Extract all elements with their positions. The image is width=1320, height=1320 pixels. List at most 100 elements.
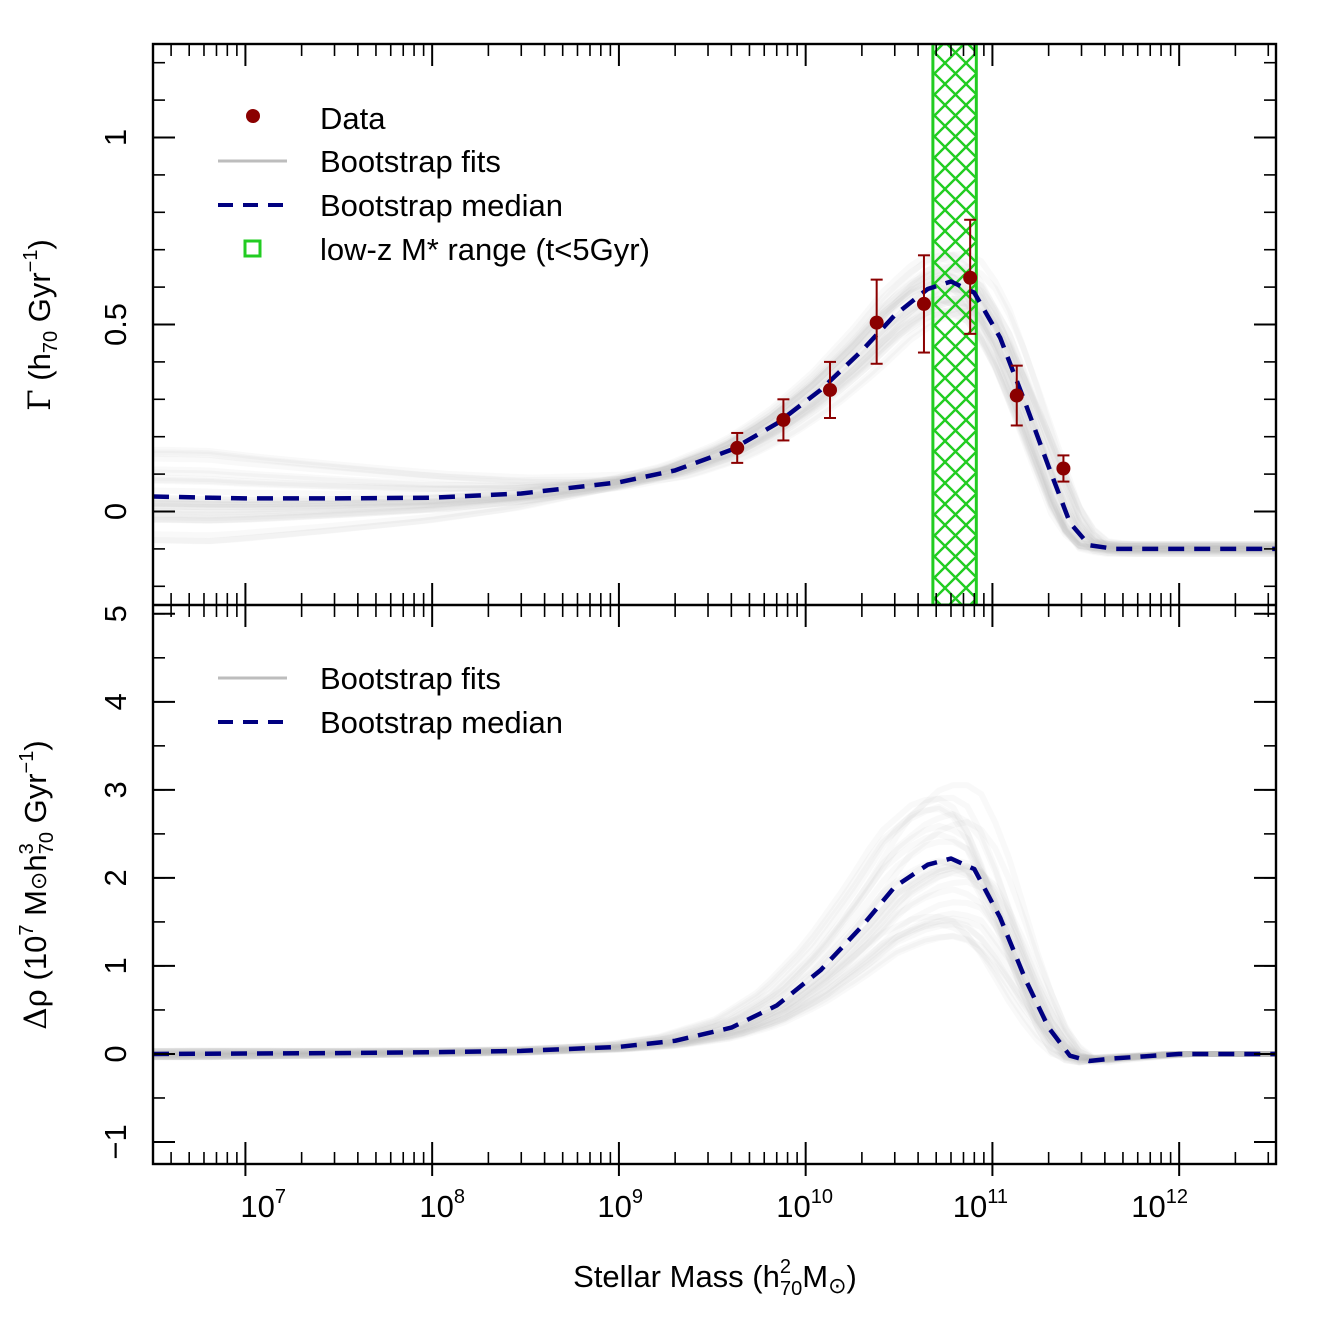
x-tick-exp: 9 bbox=[632, 1186, 643, 1208]
bootstrap-fit-line bbox=[153, 279, 1276, 552]
ylabel-part: Gyr bbox=[18, 773, 53, 832]
legend-range-box bbox=[243, 239, 262, 258]
bootstrap-fit-line bbox=[153, 250, 1276, 557]
bootstrap-fit-line bbox=[153, 298, 1276, 549]
top-legend: Data Bootstrap fits Bootstrap median low… bbox=[218, 101, 650, 267]
legend-fits-label: Bootstrap fits bbox=[320, 661, 501, 696]
ylabel-sup: 7 bbox=[16, 925, 38, 936]
bootstrap-fit-line bbox=[153, 306, 1276, 548]
bootstrap-fit-line bbox=[153, 282, 1276, 552]
top-y-axis-label: Γ (h70 Gyr−1) bbox=[20, 239, 62, 411]
bootstrap-fit-line bbox=[153, 921, 1276, 1062]
xlabel-sub: 70 bbox=[780, 1278, 802, 1300]
bottom-y-axis-label: Δρ (107 M⊙h370 Gyr−1) bbox=[16, 740, 58, 1029]
x-tick-exp: 12 bbox=[1166, 1186, 1188, 1208]
xlabel-sup: 2 bbox=[780, 1256, 791, 1278]
bootstrap-fit-line bbox=[153, 305, 1276, 548]
bootstrap-fit-line bbox=[153, 878, 1276, 1063]
y-tick-label: 0.5 bbox=[98, 303, 133, 346]
bottom-panel: −1 0 1 2 3 4 5 Bootstrap fits Bootstrap median… bbox=[16, 605, 1276, 1160]
top-bootstrap-fits bbox=[153, 248, 1276, 557]
data-point bbox=[823, 382, 838, 397]
bootstrap-median-line bbox=[153, 856, 1276, 1064]
top-mstar-range bbox=[931, 44, 978, 605]
bottom-legend: Bootstrap fits Bootstrap median bbox=[218, 661, 563, 740]
ylabel-part: ) bbox=[22, 239, 57, 249]
top-data-points bbox=[730, 218, 1071, 483]
y-tick-label: 3 bbox=[98, 781, 133, 798]
data-point bbox=[869, 315, 884, 330]
top-bootstrap-median bbox=[153, 279, 1276, 552]
x-tick-label: 109 bbox=[597, 1186, 643, 1224]
ylabel-sub: 70 bbox=[36, 832, 58, 854]
bootstrap-fit-line bbox=[153, 856, 1276, 1064]
ylabel-part: ) bbox=[18, 740, 53, 750]
bootstrap-fit-line bbox=[153, 886, 1276, 1063]
bootstrap-fit-line bbox=[153, 263, 1276, 555]
xlabel-part: ) bbox=[847, 1259, 857, 1294]
xlabel-part: M bbox=[802, 1259, 828, 1294]
ylabel-sup: −1 bbox=[16, 751, 38, 774]
x-tick-label: 1012 bbox=[1131, 1186, 1188, 1224]
legend-data-label: Data bbox=[320, 101, 386, 136]
bootstrap-fit-line bbox=[153, 794, 1276, 1066]
bottom-bootstrap-median bbox=[153, 856, 1276, 1064]
x-tick-exp: 8 bbox=[454, 1186, 465, 1208]
ylabel-part: h bbox=[18, 854, 53, 871]
mstar-range-band bbox=[931, 44, 978, 605]
bootstrap-fit-line bbox=[153, 269, 1276, 554]
top-y-axis: 00.51 bbox=[98, 61, 1276, 588]
data-point bbox=[776, 412, 791, 427]
legend-data-marker bbox=[246, 109, 260, 123]
x-axis bbox=[170, 44, 1270, 1176]
bootstrap-fit-line bbox=[153, 275, 1276, 553]
bootstrap-fit-line bbox=[153, 281, 1276, 552]
bootstrap-median-line bbox=[153, 279, 1276, 552]
legend-median-label: Bootstrap median bbox=[320, 705, 563, 740]
y-tick-label: 5 bbox=[98, 605, 133, 622]
data-point bbox=[730, 440, 745, 455]
bootstrap-fit-line bbox=[153, 295, 1276, 550]
data-point bbox=[1009, 388, 1024, 403]
ylabel-part: (10 bbox=[18, 936, 53, 989]
x-tick-label: 107 bbox=[240, 1186, 286, 1224]
y-tick-label: 0 bbox=[98, 503, 133, 520]
xlabel-part: Stellar Mass (h bbox=[573, 1259, 780, 1294]
bottom-bootstrap-fits bbox=[153, 782, 1276, 1066]
y-tick-label: 1 bbox=[98, 957, 133, 974]
x-tick-exp: 11 bbox=[987, 1186, 1008, 1208]
x-tick-base: 10 bbox=[953, 1189, 987, 1224]
data-point bbox=[963, 270, 978, 285]
bootstrap-fit-line bbox=[153, 285, 1276, 551]
bootstrap-fit-line bbox=[153, 283, 1276, 552]
bootstrap-fit-line bbox=[153, 251, 1276, 557]
ylabel-part: (h bbox=[22, 353, 57, 389]
bootstrap-fit-line bbox=[153, 267, 1276, 554]
bootstrap-fit-line bbox=[153, 274, 1276, 553]
ylabel-gamma: Γ bbox=[22, 389, 58, 411]
top-panel: 00.51 Data Bootstrap fits Bootstrap medi… bbox=[20, 44, 1276, 605]
x-tick-exp: 7 bbox=[275, 1186, 286, 1208]
bootstrap-fit-line bbox=[153, 307, 1276, 548]
x-tick-label: 108 bbox=[419, 1186, 465, 1224]
bootstrap-fit-line bbox=[153, 295, 1276, 550]
bootstrap-fit-line bbox=[153, 295, 1276, 550]
x-tick-base: 10 bbox=[240, 1189, 274, 1224]
x-axis-label: Stellar Mass (h2 70M⊙) bbox=[573, 1256, 857, 1300]
ylabel-sup: 3 bbox=[16, 843, 38, 854]
legend-fits-label: Bootstrap fits bbox=[320, 144, 501, 179]
x-tick-base: 10 bbox=[1131, 1189, 1165, 1224]
ylabel-sup: −1 bbox=[20, 250, 42, 273]
legend-median-label: Bootstrap median bbox=[320, 188, 563, 223]
sun-symbol: ⊙ bbox=[828, 1273, 846, 1298]
data-point bbox=[916, 296, 931, 311]
bootstrap-fit-line bbox=[153, 269, 1276, 554]
x-tick-labels: 107 108 109 1010 1011 1012 bbox=[240, 1186, 1188, 1224]
x-tick-label: 1010 bbox=[776, 1186, 833, 1224]
x-tick-label: 1011 bbox=[953, 1186, 1008, 1224]
x-tick-base: 10 bbox=[419, 1189, 453, 1224]
y-tick-label: 4 bbox=[98, 693, 133, 710]
x-tick-base: 10 bbox=[776, 1189, 810, 1224]
sun-symbol: ⊙ bbox=[26, 872, 51, 890]
